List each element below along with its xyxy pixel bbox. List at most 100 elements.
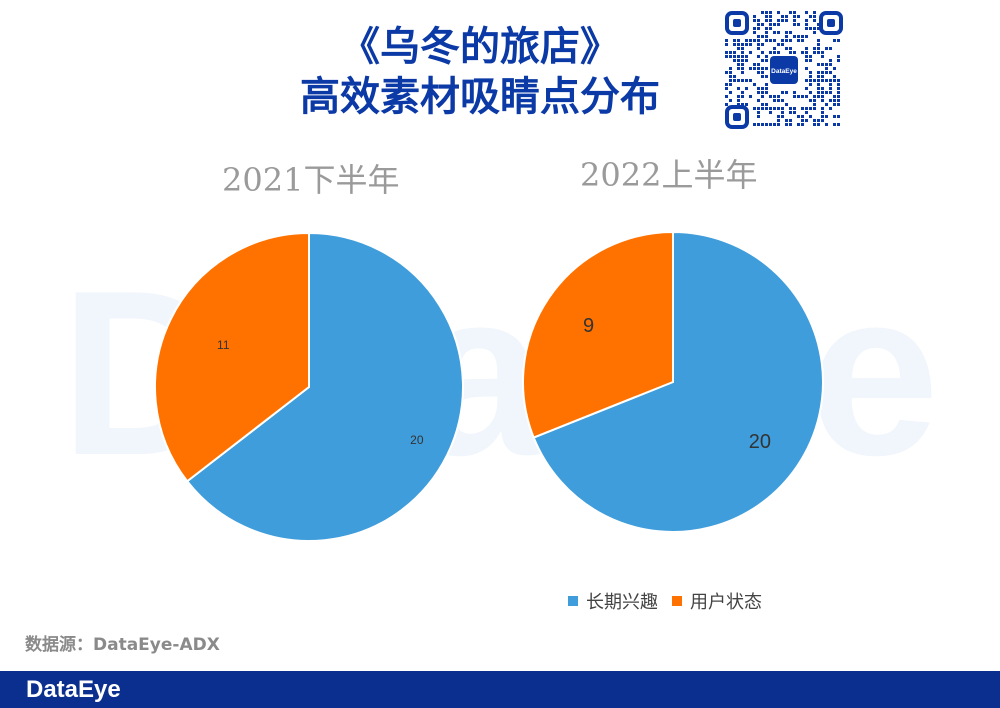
- qr-module: [761, 87, 764, 90]
- qr-module: [749, 95, 752, 98]
- qr-module: [785, 123, 788, 126]
- qr-module: [793, 35, 796, 38]
- qr-module: [729, 91, 732, 94]
- qr-module: [837, 123, 840, 126]
- qr-module: [821, 63, 824, 66]
- qr-module: [737, 79, 740, 82]
- qr-module: [765, 87, 768, 90]
- qr-module: [833, 95, 836, 98]
- qr-module: [725, 55, 728, 58]
- qr-module: [789, 123, 792, 126]
- qr-module: [773, 123, 776, 126]
- qr-module: [765, 15, 768, 18]
- legend-swatch: [672, 596, 682, 606]
- qr-module: [733, 39, 736, 42]
- qr-module: [777, 11, 780, 14]
- pie-data-label: 11: [217, 338, 230, 352]
- qr-module: [769, 27, 772, 30]
- qr-module: [797, 115, 800, 118]
- qr-module: [809, 27, 812, 30]
- qr-module: [789, 119, 792, 122]
- qr-module: [765, 19, 768, 22]
- qr-module: [833, 79, 836, 82]
- qr-module: [837, 59, 840, 62]
- qr-module: [737, 99, 740, 102]
- qr-module: [737, 59, 740, 62]
- qr-module: [741, 55, 744, 58]
- qr-module: [773, 47, 776, 50]
- qr-module: [793, 51, 796, 54]
- qr-module: [753, 63, 756, 66]
- qr-module: [757, 91, 760, 94]
- qr-module: [825, 123, 828, 126]
- qr-module: [833, 103, 836, 106]
- chart2-title: 2022上半年: [580, 156, 758, 194]
- qr-module: [777, 95, 780, 98]
- qr-module: [781, 99, 784, 102]
- qr-module: [781, 115, 784, 118]
- qr-module: [805, 87, 808, 90]
- qr-module: [817, 75, 820, 78]
- qr-module: [821, 119, 824, 122]
- qr-module: [737, 47, 740, 50]
- qr-module: [773, 95, 776, 98]
- qr-module: [821, 75, 824, 78]
- chart-legend: 长期兴趣 用户状态: [568, 588, 776, 614]
- qr-module: [817, 119, 820, 122]
- qr-module: [809, 75, 812, 78]
- qr-module: [805, 27, 808, 30]
- qr-module: [761, 71, 764, 74]
- pie-slice-long-term-interest: [532, 230, 824, 533]
- qr-module: [729, 71, 732, 74]
- qr-module: [725, 83, 728, 86]
- qr-module: [745, 103, 748, 106]
- qr-module: [825, 91, 828, 94]
- qr-module: [725, 43, 728, 46]
- qr-module: [805, 79, 808, 82]
- qr-module: [829, 63, 832, 66]
- qr-module: [761, 123, 764, 126]
- qr-module: [789, 31, 792, 34]
- qr-module: [805, 19, 808, 22]
- qr-module: [757, 67, 760, 70]
- qr-module: [729, 99, 732, 102]
- page-title-line2: 高效素材吸睛点分布: [300, 74, 660, 120]
- qr-module: [801, 51, 804, 54]
- qr-module: [761, 59, 764, 62]
- qr-module: [825, 63, 828, 66]
- qr-module: [813, 15, 816, 18]
- qr-module: [769, 107, 772, 110]
- qr-module: [817, 51, 820, 54]
- qr-module: [765, 39, 768, 42]
- qr-module: [829, 79, 832, 82]
- qr-module: [801, 95, 804, 98]
- qr-module: [761, 91, 764, 94]
- qr-module: [757, 111, 760, 114]
- legend-item-user-state: 用户状态: [672, 588, 762, 614]
- qr-module: [785, 39, 788, 42]
- qr-module: [829, 99, 832, 102]
- qr-module: [833, 99, 836, 102]
- qr-module: [769, 111, 772, 114]
- pie-chart-2022h1: 20 9: [522, 230, 824, 533]
- legend-label: 用户状态: [690, 592, 762, 613]
- qr-module: [773, 39, 776, 42]
- qr-module: [769, 51, 772, 54]
- qr-module: [737, 43, 740, 46]
- qr-module: [821, 51, 824, 54]
- qr-module: [793, 95, 796, 98]
- qr-module: [785, 119, 788, 122]
- qr-module: [757, 47, 760, 50]
- qr-module: [741, 95, 744, 98]
- qr-module: [761, 67, 764, 70]
- qr-module: [837, 95, 840, 98]
- qr-module: [741, 103, 744, 106]
- qr-module: [765, 83, 768, 86]
- qr-module: [813, 11, 816, 14]
- qr-module: [837, 99, 840, 102]
- pie-data-label: 9: [583, 315, 594, 337]
- qr-module: [765, 103, 768, 106]
- qr-module: [809, 107, 812, 110]
- pie-slice-long-term-interest: [185, 231, 464, 542]
